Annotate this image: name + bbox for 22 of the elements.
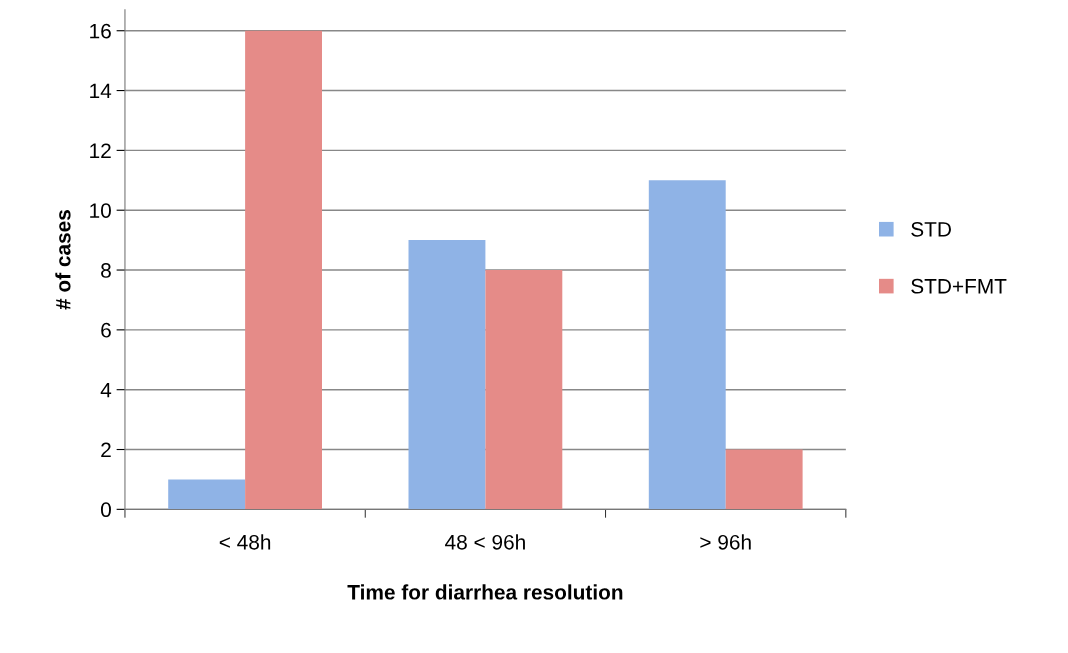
y-tick-label: 8: [101, 263, 111, 278]
y-tick-label: 4: [100, 382, 112, 398]
y-tick-label: 6: [101, 322, 111, 338]
x-axis-title: Time for diarrhea resolution: [347, 584, 623, 600]
bar: [648, 180, 726, 510]
bar: [408, 240, 486, 510]
y-tick-label: 16: [90, 23, 111, 39]
y-tick-label: 0: [100, 502, 111, 518]
y-tick-label: 12: [90, 143, 111, 158]
bar: [485, 270, 563, 510]
y-axis-title: # of cases: [55, 210, 71, 310]
bar: [725, 449, 803, 510]
y-tick-label: 10: [90, 203, 111, 218]
bar: [245, 30, 322, 510]
x-tick-label: > 96h: [700, 534, 751, 550]
x-tick-label: < 48h: [219, 534, 271, 550]
y-tick-label: 14: [90, 83, 112, 99]
x-tick-label: 48 < 96h: [445, 534, 525, 550]
legend-label: STD: [911, 221, 951, 237]
legend-label: STD+FMT: [911, 278, 1007, 294]
y-tick-label: 2: [101, 442, 111, 458]
bar: [168, 479, 246, 510]
